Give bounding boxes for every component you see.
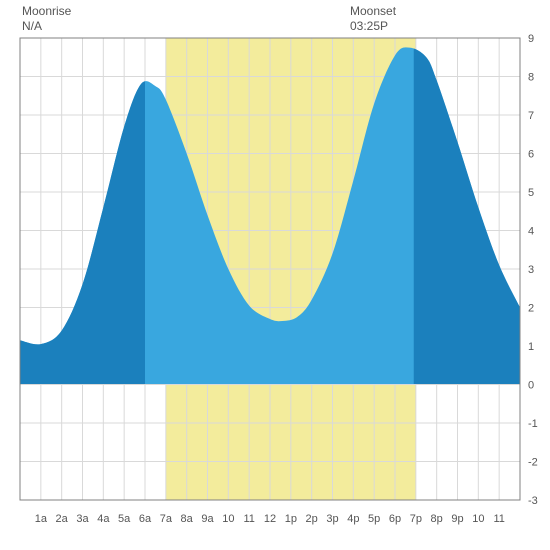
svg-text:5a: 5a: [118, 513, 131, 525]
svg-text:5p: 5p: [368, 513, 380, 525]
svg-text:5: 5: [528, 187, 534, 199]
svg-text:4: 4: [528, 226, 534, 238]
svg-text:9: 9: [528, 33, 534, 45]
svg-text:10: 10: [222, 513, 234, 525]
svg-text:3a: 3a: [76, 513, 89, 525]
tide-chart: Moonrise N/A Moonset 03:25P -3-2-1012345…: [0, 0, 550, 550]
svg-text:1a: 1a: [35, 513, 48, 525]
svg-text:3: 3: [528, 264, 534, 276]
svg-text:4a: 4a: [97, 513, 110, 525]
svg-text:1: 1: [528, 341, 534, 353]
svg-text:11: 11: [243, 513, 254, 525]
svg-text:2: 2: [528, 303, 534, 315]
svg-text:10: 10: [472, 513, 484, 525]
svg-text:2p: 2p: [306, 513, 318, 525]
svg-text:12: 12: [264, 513, 276, 525]
svg-text:3p: 3p: [326, 513, 338, 525]
moonset-label: Moonset 03:25P: [350, 4, 396, 34]
svg-text:6a: 6a: [139, 513, 152, 525]
svg-text:7p: 7p: [410, 513, 422, 525]
moonset-value: 03:25P: [350, 19, 388, 33]
svg-text:0: 0: [528, 380, 534, 392]
svg-text:-3: -3: [528, 495, 538, 507]
svg-text:7: 7: [528, 110, 534, 122]
svg-text:8a: 8a: [181, 513, 194, 525]
chart-svg: -3-2-101234567891a2a3a4a5a6a7a8a9a101112…: [0, 0, 550, 550]
svg-text:8p: 8p: [431, 513, 443, 525]
svg-text:2a: 2a: [56, 513, 69, 525]
svg-text:-1: -1: [528, 418, 538, 430]
svg-text:4p: 4p: [347, 513, 359, 525]
svg-text:1p: 1p: [285, 513, 297, 525]
moonrise-label: Moonrise N/A: [22, 4, 71, 34]
svg-text:7a: 7a: [160, 513, 173, 525]
svg-text:-2: -2: [528, 457, 538, 469]
svg-text:9p: 9p: [451, 513, 463, 525]
svg-text:8: 8: [528, 72, 534, 84]
svg-text:9a: 9a: [201, 513, 214, 525]
svg-text:6: 6: [528, 149, 534, 161]
svg-text:6p: 6p: [389, 513, 401, 525]
moonset-title: Moonset: [350, 4, 396, 18]
moonrise-title: Moonrise: [22, 4, 71, 18]
moonrise-value: N/A: [22, 19, 42, 33]
svg-text:11: 11: [493, 513, 504, 525]
